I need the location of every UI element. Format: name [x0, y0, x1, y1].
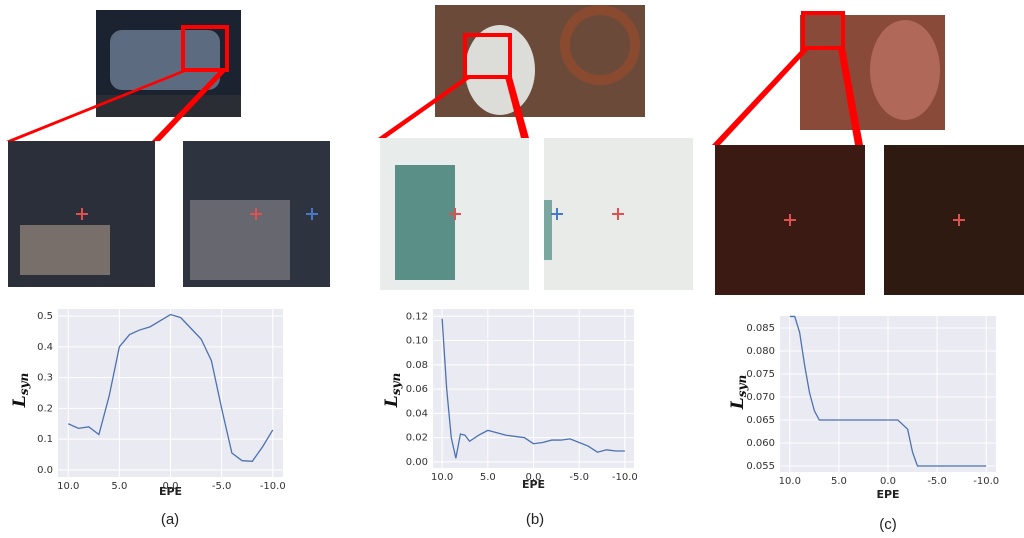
x-tick-label: -10.0: [973, 476, 999, 487]
y-tick-label: 0.4: [37, 342, 53, 353]
line-series: [67, 313, 274, 462]
y-tick-label: 0.12: [406, 311, 428, 322]
x-tick-label: 0.0: [526, 472, 542, 483]
y-axis-label: Lsyn: [382, 373, 403, 408]
caption: (c): [879, 516, 897, 533]
y-tick-label: 0.0: [37, 465, 53, 476]
y-axis-label-sub: syn: [389, 373, 403, 395]
x-tick-label: 10.0: [57, 481, 79, 492]
caption: (a): [161, 511, 179, 528]
y-axis-label-sub: syn: [735, 375, 749, 397]
x-axis-label: EPE: [876, 488, 899, 501]
y-tick-label: 0.080: [746, 346, 775, 357]
caption: (b): [526, 511, 544, 528]
y-tick-label: 0.10: [406, 336, 428, 347]
x-tick-label: -5.0: [927, 476, 947, 487]
y-tick-label: 0.060: [746, 438, 775, 449]
x-tick-label: 0.0: [163, 481, 179, 492]
y-axis-label-main: L: [382, 395, 402, 408]
y-axis-label: Lsyn: [728, 375, 749, 410]
image-b: [378, 5, 693, 290]
y-tick-label: 0.1: [37, 434, 53, 445]
x-tick-label: 5.0: [480, 472, 496, 483]
x-tick-label: 5.0: [831, 476, 847, 487]
y-tick-label: 0.00: [406, 457, 428, 468]
line-series: [441, 318, 625, 459]
y-tick-label: 0.08: [406, 360, 428, 371]
y-tick-label: 0.5: [37, 311, 53, 322]
y-tick-label: 0.04: [406, 408, 428, 419]
y-tick-label: 0.3: [37, 373, 53, 384]
y-tick-label: 0.02: [406, 433, 428, 444]
x-tick-label: -10.0: [612, 472, 638, 483]
line-series: [789, 315, 987, 467]
x-tick-label: -10.0: [260, 481, 286, 492]
y-tick-label: 0.065: [746, 415, 775, 426]
x-tick-label: 10.0: [779, 476, 801, 487]
y-axis-label-main: L: [10, 395, 30, 408]
x-tick-label: 10.0: [431, 472, 453, 483]
y-tick-label: 0.070: [746, 392, 775, 403]
x-tick-label: 0.0: [880, 476, 896, 487]
y-tick-label: 0.06: [406, 384, 428, 395]
y-axis-label-main: L: [728, 397, 748, 410]
y-tick-label: 0.2: [37, 403, 53, 414]
y-axis-label-sub: syn: [17, 373, 31, 395]
x-tick-label: -5.0: [212, 481, 232, 492]
x-axis-label: EPE: [522, 478, 545, 491]
image-c: [712, 11, 1024, 295]
image-a: [6, 10, 330, 287]
y-axis-label: Lsyn: [10, 373, 31, 408]
y-tick-label: 0.075: [746, 369, 775, 380]
x-axis-label: EPE: [159, 485, 182, 498]
x-tick-label: -5.0: [569, 472, 589, 483]
x-tick-label: 5.0: [111, 481, 127, 492]
y-tick-label: 0.085: [746, 323, 775, 334]
y-tick-label: 0.055: [746, 461, 775, 472]
